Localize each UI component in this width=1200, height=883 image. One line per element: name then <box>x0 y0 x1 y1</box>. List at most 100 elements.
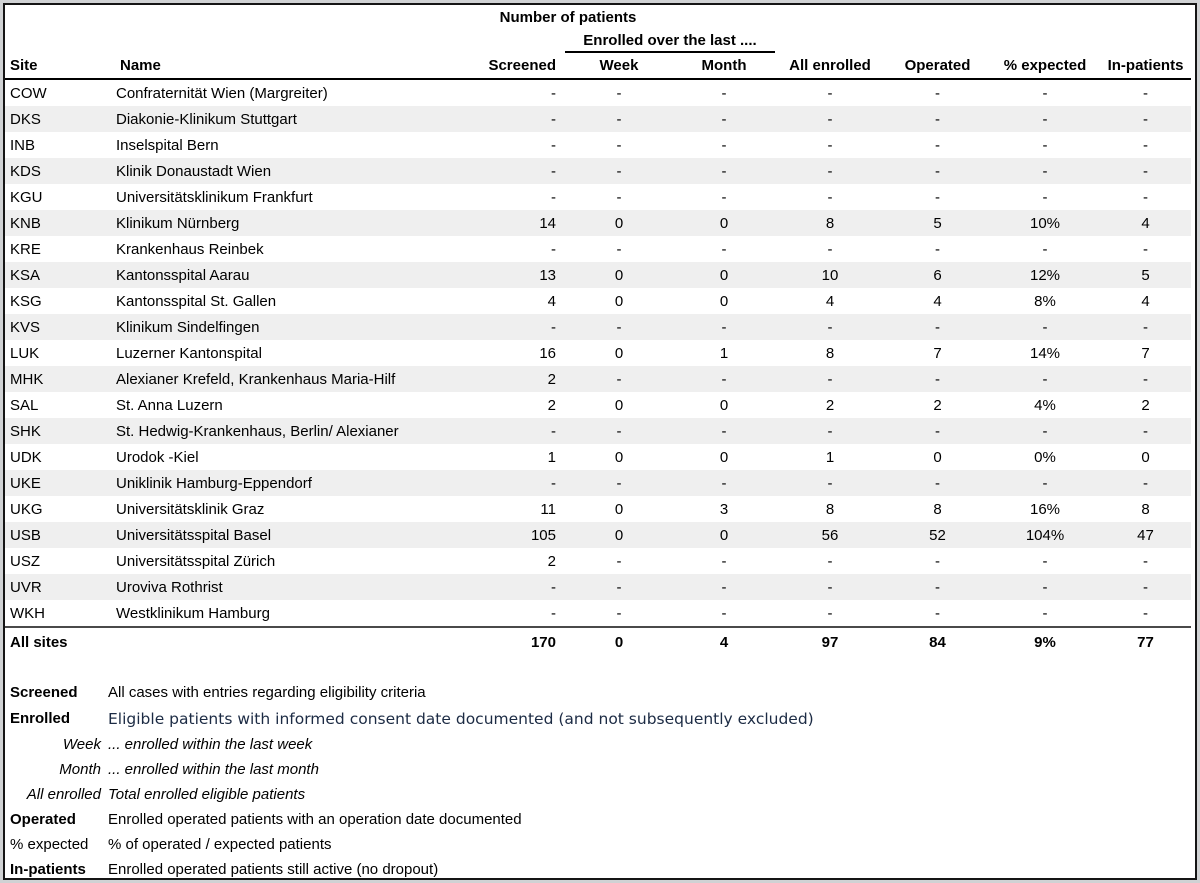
table-row: UKE Uniklinik Hamburg-Eppendorf - - - - - - - <box>5 470 1191 496</box>
pct-expected-cell: - <box>1042 136 1048 154</box>
site-name-cell: Kantonsspital St. Gallen <box>116 292 277 310</box>
legend-row: % expected % of operated / expected patie… <box>5 832 1195 857</box>
pct-expected-cell: - <box>1042 240 1048 258</box>
pct-expected-cell: - <box>990 314 1100 340</box>
screened-cell: 16 <box>539 344 556 362</box>
month-cell: - <box>721 84 727 102</box>
legend-row: Week ... enrolled within the last week <box>5 732 1195 757</box>
operated-cell: - <box>885 470 990 496</box>
in-patients-cell: - <box>1143 240 1148 258</box>
in-patients-cell: 47 <box>1100 522 1191 548</box>
table-row: KVS Klinikum Sindelfingen - - - - - - - <box>5 314 1191 340</box>
site-name-cell: Universitätsspital Zürich <box>116 552 276 570</box>
all-enrolled-cell: 56 <box>775 522 885 548</box>
pct-expected-cell: - <box>990 366 1100 392</box>
screened-cell: 11 <box>540 500 556 518</box>
in-patients-cell: - <box>1100 314 1191 340</box>
month-cell: - <box>721 136 727 154</box>
site-code-cell: LUK <box>10 344 40 362</box>
screened-cell: 2 <box>547 552 556 570</box>
all-enrolled-cell: - <box>827 136 833 154</box>
week-cell: - <box>616 552 622 570</box>
site-code-cell: UVR <box>5 574 115 600</box>
month-cell: - <box>673 470 775 496</box>
title-row: Number of patients <box>5 5 1191 29</box>
pct-expected-cell: - <box>990 470 1100 496</box>
pct-expected-cell: - <box>1042 604 1048 622</box>
site-name-cell: Universitätsspital Basel <box>115 522 480 548</box>
screened-cell: - <box>551 240 556 258</box>
pct-expected-cell: - <box>990 418 1100 444</box>
legend-term: % expected <box>10 836 89 853</box>
all-enrolled-cell: - <box>827 604 833 622</box>
operated-cell: - <box>935 84 940 102</box>
site-name-cell: Luzerner Kantonspital <box>116 344 262 362</box>
table-row: WKH Westklinikum Hamburg - - - - - - - <box>5 600 1191 627</box>
site-code-cell: UKE <box>5 470 115 496</box>
operated-cell: - <box>885 574 990 600</box>
legend-row: Enrolled Eligible patients with informed … <box>5 705 1195 732</box>
all-enrolled-cell: 8 <box>825 344 835 362</box>
screened-cell: 2 <box>480 366 565 392</box>
operated-cell: 8 <box>933 500 942 518</box>
site-name-cell: Kantonsspital Aarau <box>115 262 480 288</box>
table-row: SHK St. Hedwig-Krankenhaus, Berlin/ Alexi… <box>5 418 1191 444</box>
site-code-cell: SAL <box>10 396 39 414</box>
site-name-cell: St. Anna Luzern <box>116 396 223 414</box>
table-title: Number of patients <box>499 8 637 26</box>
screened-cell: - <box>551 188 556 206</box>
legend-term: Week <box>62 736 101 753</box>
table-row: SAL St. Anna Luzern 2 0 0 2 2 4% 2 <box>5 392 1191 418</box>
all-enrolled-cell: 10 <box>775 262 885 288</box>
screened-cell: 2 <box>547 396 556 414</box>
pct-expected-cell: 12% <box>990 262 1100 288</box>
pct-expected-cell: - <box>990 574 1100 600</box>
site-code-cell: KVS <box>5 314 115 340</box>
site-code-cell: KSG <box>10 292 42 310</box>
col-header-all-enrolled: All enrolled <box>775 52 885 80</box>
pct-expected-cell: 14% <box>1029 344 1061 362</box>
table-row: UVR Uroviva Rothrist - - - - - - - <box>5 574 1191 600</box>
site-code-cell: KNB <box>5 210 115 236</box>
week-cell: 0 <box>614 500 624 518</box>
month-cell: - <box>673 158 775 184</box>
legend-description: Enrolled operated patients still active … <box>108 861 439 878</box>
total-week: 0 <box>565 626 673 656</box>
operated-cell: - <box>935 136 940 154</box>
pct-expected-cell: - <box>1042 552 1048 570</box>
operated-cell: - <box>885 158 990 184</box>
site-name-cell: St. Hedwig-Krankenhaus, Berlin/ Alexiane… <box>115 418 480 444</box>
pct-expected-cell: - <box>1042 84 1048 102</box>
in-patients-cell: - <box>1143 84 1148 102</box>
all-enrolled-cell: - <box>827 188 833 206</box>
week-cell: - <box>565 574 673 600</box>
all-enrolled-cell: 8 <box>775 210 885 236</box>
site-name-cell: Uniklinik Hamburg-Eppendorf <box>115 470 480 496</box>
col-header-month: Month <box>673 52 775 80</box>
table-row: MHK Alexianer Krefeld, Krankenhaus Maria-… <box>5 366 1191 392</box>
operated-cell: 52 <box>885 522 990 548</box>
pct-expected-cell: 4% <box>1034 396 1056 414</box>
all-enrolled-cell: - <box>775 106 885 132</box>
pct-expected-cell: 16% <box>1029 500 1061 518</box>
screened-cell: 105 <box>480 522 565 548</box>
pct-expected-cell: 8% <box>1034 292 1056 310</box>
screened-cell: 1 <box>547 448 556 466</box>
total-label: All sites <box>5 626 480 656</box>
all-enrolled-cell: - <box>827 552 833 570</box>
legend: Screened All cases with entries regarding… <box>5 680 1195 878</box>
week-cell: - <box>616 604 622 622</box>
month-cell: - <box>721 188 727 206</box>
all-enrolled-cell: - <box>775 470 885 496</box>
legend-description: Enrolled operated patients with an opera… <box>108 811 522 828</box>
all-enrolled-cell: 8 <box>825 500 835 518</box>
screened-cell: - <box>480 106 565 132</box>
total-month: 4 <box>673 626 775 656</box>
operated-cell: - <box>935 604 940 622</box>
col-header-week: Week <box>565 52 673 80</box>
table-row: KSA Kantonsspital Aarau 13 0 0 10 6 12% 5 <box>5 262 1191 288</box>
total-pct-expected: 9% <box>990 626 1100 656</box>
operated-cell: - <box>935 552 940 570</box>
pct-expected-cell: - <box>990 158 1100 184</box>
total-in-patients: 77 <box>1100 626 1191 656</box>
